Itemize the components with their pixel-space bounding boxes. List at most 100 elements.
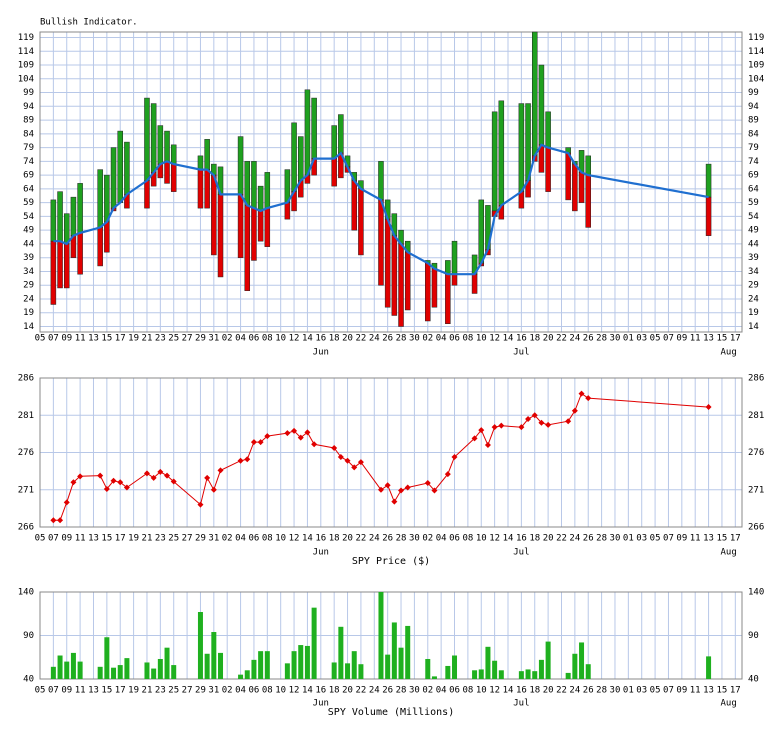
y-tick-label: 39 xyxy=(23,253,34,263)
volume-bar xyxy=(518,671,524,679)
volume-bar xyxy=(251,659,257,679)
bullish-bar xyxy=(77,183,83,234)
price-marker xyxy=(538,419,545,426)
bullish-bar xyxy=(378,161,384,201)
x-tick-label: 09 xyxy=(61,686,72,696)
bearish-bar xyxy=(445,273,451,324)
bearish-bar xyxy=(237,194,244,258)
x-tick-label: 22 xyxy=(556,686,567,696)
x-tick-label: 16 xyxy=(516,334,527,344)
x-tick-label: 05 xyxy=(650,334,661,344)
price-line xyxy=(53,392,709,521)
x-tick-label: 15 xyxy=(101,686,112,696)
price-marker xyxy=(204,474,211,481)
x-tick-label: 05 xyxy=(35,334,46,344)
x-tick-label: 02 xyxy=(222,686,233,696)
y-tick-label: 90 xyxy=(23,631,34,641)
x-tick-label: 16 xyxy=(516,534,527,544)
x-tick-label: 31 xyxy=(208,534,219,544)
month-label: Aug xyxy=(720,348,736,358)
month-label: Aug xyxy=(720,699,736,709)
y-tick-label: 89 xyxy=(23,116,34,126)
y-tick-label-right: 54 xyxy=(748,212,759,222)
price-marker xyxy=(291,427,298,434)
x-tick-label: 27 xyxy=(182,534,193,544)
bearish-bar xyxy=(451,273,458,286)
month-label: Jun xyxy=(313,548,329,558)
x-tick-label: 01 xyxy=(623,686,634,696)
y-tick-label-right: 79 xyxy=(748,143,759,153)
bullish-bar xyxy=(97,169,103,228)
price-marker xyxy=(123,484,130,491)
y-tick-label-right: 84 xyxy=(748,129,759,139)
bearish-bar xyxy=(705,196,712,236)
volume-bar xyxy=(538,659,544,679)
volume-bar xyxy=(498,670,504,679)
x-tick-label: 09 xyxy=(61,334,72,344)
volume-bar xyxy=(425,658,431,679)
bearish-bar xyxy=(63,243,70,289)
y-tick-label: 29 xyxy=(23,281,34,291)
volume-bar xyxy=(525,669,531,679)
x-tick-label: 30 xyxy=(409,534,420,544)
bullish-bar xyxy=(57,191,63,242)
y-tick-label-right: 114 xyxy=(748,47,764,57)
x-tick-label: 24 xyxy=(369,334,380,344)
y-tick-label-right: 90 xyxy=(748,631,759,641)
y-tick-label: 99 xyxy=(23,88,34,98)
volume-bar xyxy=(572,653,578,679)
x-tick-label: 14 xyxy=(302,334,313,344)
volume-bar xyxy=(204,653,210,679)
x-tick-label: 23 xyxy=(155,686,166,696)
price-marker xyxy=(237,457,244,464)
price-marker xyxy=(284,430,291,437)
x-tick-label: 10 xyxy=(476,334,487,344)
x-tick-label: 25 xyxy=(168,686,179,696)
price-marker xyxy=(384,482,391,489)
x-tick-label: 07 xyxy=(663,534,674,544)
x-tick-label: 06 xyxy=(449,534,460,544)
x-tick-label: 08 xyxy=(462,534,473,544)
bullish-bar xyxy=(518,103,525,192)
x-tick-label: 07 xyxy=(663,686,674,696)
x-tick-label: 03 xyxy=(636,534,647,544)
y-tick-label-right: 281 xyxy=(748,411,764,421)
x-tick-label: 12 xyxy=(489,686,500,696)
x-tick-label: 12 xyxy=(289,686,300,696)
price-marker xyxy=(565,418,572,425)
bearish-bar xyxy=(471,273,478,294)
x-tick-label: 02 xyxy=(222,534,233,544)
y-tick-label: 276 xyxy=(18,448,34,458)
bearish-bar xyxy=(358,188,364,256)
price-marker xyxy=(337,453,344,460)
bearish-bar xyxy=(217,194,224,278)
volume-bar xyxy=(111,667,117,679)
x-tick-label: 24 xyxy=(369,534,380,544)
bullish-bar xyxy=(50,199,57,242)
month-label: Jul xyxy=(513,348,529,358)
x-tick-label: 26 xyxy=(382,686,393,696)
y-tick-label: 74 xyxy=(23,157,34,167)
x-axis-label: SPY Volume (Millions) xyxy=(328,707,454,718)
volume-bar xyxy=(244,670,250,679)
x-tick-label: 05 xyxy=(35,534,46,544)
month-label: Jun xyxy=(313,348,329,358)
x-tick-label: 20 xyxy=(543,334,554,344)
y-tick-label: 104 xyxy=(18,74,34,84)
x-tick-label: 23 xyxy=(155,334,166,344)
y-tick-label: 286 xyxy=(18,374,34,384)
price-marker xyxy=(578,390,585,397)
x-tick-label: 04 xyxy=(235,534,246,544)
x-tick-label: 06 xyxy=(449,686,460,696)
volume-bar xyxy=(452,655,458,679)
volume-bar xyxy=(291,651,297,679)
price-marker xyxy=(210,486,217,493)
price-marker xyxy=(525,415,532,422)
x-tick-label: 02 xyxy=(422,534,433,544)
volume-bar xyxy=(351,651,357,679)
y-tick-label-right: 119 xyxy=(748,33,764,43)
x-tick-label: 25 xyxy=(168,334,179,344)
bearish-bar xyxy=(197,169,204,209)
price-marker xyxy=(164,472,171,479)
